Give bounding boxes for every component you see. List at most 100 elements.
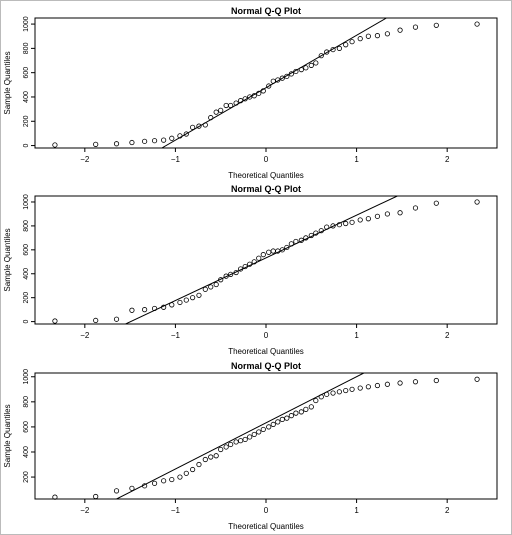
- data-point: [474, 21, 480, 27]
- x-tick-label: 2: [445, 331, 450, 340]
- data-point: [129, 139, 135, 146]
- data-point: [223, 273, 229, 279]
- data-point: [318, 394, 324, 400]
- data-point: [233, 439, 239, 445]
- data-point: [242, 263, 248, 270]
- data-point: [343, 220, 349, 227]
- data-point: [433, 22, 439, 28]
- data-point: [357, 385, 363, 391]
- data-point: [213, 109, 219, 115]
- data-point: [177, 133, 183, 139]
- data-point: [288, 413, 294, 419]
- data-point: [279, 247, 285, 253]
- data-point: [270, 78, 276, 84]
- data-point: [161, 304, 167, 310]
- data-point: [113, 488, 120, 494]
- data-point: [233, 100, 239, 106]
- qq-reference-line: [116, 373, 365, 499]
- y-axis-label: Sample Quantiles: [3, 51, 12, 114]
- x-tick-label: 1: [354, 331, 359, 340]
- data-point: [349, 39, 355, 45]
- x-axis-label: Theoretical Quantiles: [228, 522, 304, 531]
- y-tick-label: 600: [23, 244, 30, 256]
- data-point: [397, 380, 403, 386]
- y-tick-label: 200: [23, 471, 30, 483]
- x-tick-label: 1: [354, 155, 359, 164]
- data-point: [365, 216, 371, 222]
- data-point: [384, 381, 390, 387]
- data-point: [183, 470, 189, 476]
- y-tick-label: 600: [23, 67, 30, 79]
- data-point: [349, 219, 355, 225]
- data-point: [298, 409, 304, 415]
- data-point: [298, 67, 304, 73]
- y-tick-label: 0: [23, 144, 30, 148]
- data-point: [357, 36, 363, 42]
- y-axis-label: Sample Quantiles: [3, 228, 12, 291]
- data-point: [228, 102, 234, 109]
- data-point: [190, 466, 196, 473]
- data-point: [433, 200, 439, 206]
- data-point: [251, 93, 257, 99]
- data-point: [384, 31, 390, 37]
- data-point: [330, 46, 336, 53]
- data-point: [233, 269, 239, 276]
- y-tick-label: 200: [23, 292, 30, 304]
- data-point: [474, 376, 480, 382]
- data-point: [349, 386, 355, 392]
- data-point: [384, 211, 390, 217]
- x-tick-label: −1: [171, 331, 181, 340]
- data-point: [129, 485, 135, 491]
- data-point: [213, 453, 219, 459]
- data-point: [247, 94, 253, 100]
- x-tick-label: −1: [171, 506, 181, 515]
- data-point: [251, 259, 257, 265]
- data-point: [52, 318, 58, 324]
- data-point: [412, 379, 419, 385]
- data-point: [256, 255, 262, 261]
- data-point: [247, 261, 253, 267]
- data-point: [218, 277, 224, 283]
- data-point: [313, 60, 319, 66]
- data-point: [93, 493, 99, 500]
- data-point: [238, 266, 244, 272]
- data-point: [308, 404, 314, 410]
- data-point: [247, 434, 253, 440]
- data-point: [151, 138, 158, 144]
- data-point: [196, 292, 202, 298]
- data-point: [196, 461, 202, 468]
- data-point: [365, 384, 371, 390]
- data-point: [284, 415, 290, 421]
- data-point: [313, 230, 319, 236]
- data-point: [293, 410, 299, 416]
- data-point: [228, 441, 234, 448]
- data-point: [190, 295, 196, 301]
- qq-panel-2: Normal Q-Q Plot −2 −1 0 1 2 0 200 400 600 800 1000 T…: [3, 184, 498, 356]
- data-point: [330, 223, 336, 229]
- chart-title: Normal Q-Q Plot: [231, 6, 301, 16]
- y-tick-label: 0: [23, 320, 30, 324]
- data-point: [177, 474, 183, 480]
- data-point: [177, 299, 183, 306]
- x-axis-label: Theoretical Quantiles: [228, 171, 304, 180]
- data-point: [129, 307, 135, 313]
- data-point: [412, 24, 419, 30]
- data-point: [357, 217, 363, 223]
- data-point: [303, 406, 309, 412]
- data-point: [93, 141, 99, 147]
- data-point: [52, 494, 58, 500]
- data-point: [365, 33, 371, 39]
- y-tick-label: 200: [23, 115, 30, 127]
- qq-panel-3: Normal Q-Q Plot −2 −1 0 1 2 200 400 600 800 1000 Th…: [3, 361, 498, 531]
- data-point: [374, 213, 381, 219]
- data-point: [303, 235, 309, 241]
- data-point: [284, 73, 290, 79]
- data-point: [298, 237, 304, 243]
- data-point: [336, 45, 342, 51]
- data-point: [336, 389, 342, 395]
- data-point: [183, 297, 189, 303]
- data-point: [288, 71, 294, 77]
- data-point: [142, 307, 148, 313]
- data-point: [242, 96, 248, 102]
